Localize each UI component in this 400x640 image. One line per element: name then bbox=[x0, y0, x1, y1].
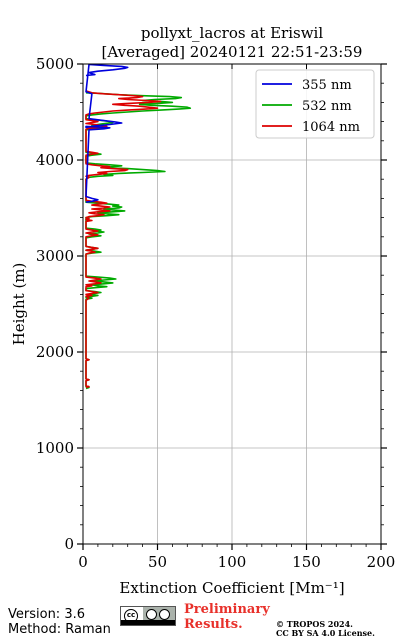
grid-lines bbox=[83, 64, 381, 544]
copyright-notice: © TROPOS 2024. CC BY SA 4.0 License. bbox=[276, 619, 375, 638]
y-tick-label: 2000 bbox=[36, 343, 74, 361]
preliminary-results-label: Preliminary Results. bbox=[184, 602, 270, 632]
chart-title: pollyxt_lacros at Eriswil bbox=[141, 24, 323, 42]
y-tick-label: 0 bbox=[64, 535, 74, 553]
series-line-532-nm bbox=[85, 92, 192, 390]
extinction-profile-chart: pollyxt_lacros at Eriswil [Averaged] 202… bbox=[10, 24, 396, 597]
x-tick-label: 200 bbox=[367, 553, 396, 571]
x-tick-label: 150 bbox=[292, 553, 321, 571]
legend-entry: 532 nm bbox=[302, 99, 352, 114]
y-axis-label: Height (m) bbox=[10, 263, 28, 346]
chart-subtitle: [Averaged] 20240121 22:51-23:59 bbox=[102, 43, 363, 61]
series-line-1064-nm bbox=[85, 90, 162, 389]
series-line-355-nm bbox=[85, 63, 129, 203]
y-tick-label: 1000 bbox=[36, 439, 74, 457]
y-tick-label: 4000 bbox=[36, 151, 74, 169]
x-axis-label: Extinction Coefficient [Mm⁻¹] bbox=[119, 579, 344, 597]
x-tick-label: 0 bbox=[78, 553, 88, 571]
cc-license-badge: cc bbox=[120, 606, 176, 626]
sa-icon bbox=[159, 609, 170, 620]
legend-box bbox=[255, 69, 375, 139]
legend-entry: 1064 nm bbox=[302, 120, 360, 135]
version-label: Version: 3.6 bbox=[8, 607, 85, 622]
method-label: Method: Raman bbox=[8, 622, 111, 637]
legend: 355 nm 532 nm 1064 nm bbox=[255, 69, 375, 139]
x-tick-label: 50 bbox=[148, 553, 167, 571]
x-tick-label: 100 bbox=[218, 553, 247, 571]
y-tick-label: 3000 bbox=[36, 247, 74, 265]
series-group bbox=[85, 63, 192, 390]
legend-entry: 355 nm bbox=[302, 78, 352, 93]
by-icon bbox=[146, 609, 157, 620]
y-tick-label: 5000 bbox=[36, 55, 74, 73]
